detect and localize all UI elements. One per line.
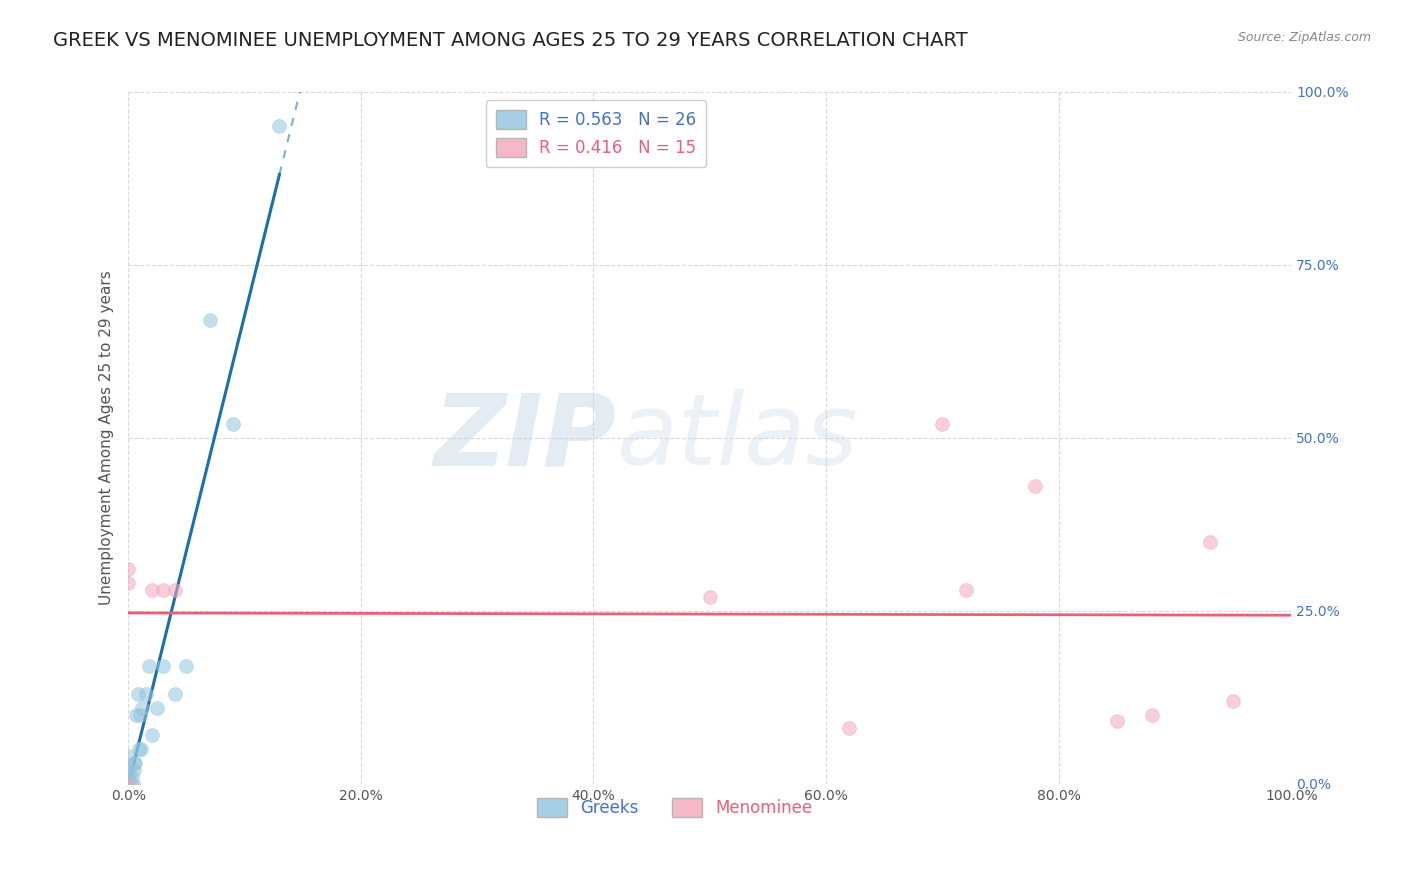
- Point: [117, 777, 139, 791]
- Point: [127, 687, 149, 701]
- Point: [222, 417, 245, 431]
- Point: [117, 777, 139, 791]
- Point: [125, 707, 148, 722]
- Point: [1140, 707, 1163, 722]
- Point: [1024, 479, 1046, 493]
- Point: [117, 576, 139, 591]
- Point: [117, 562, 139, 576]
- Point: [120, 777, 142, 791]
- Point: [117, 770, 139, 784]
- Point: [1199, 534, 1222, 549]
- Point: [141, 582, 163, 597]
- Point: [699, 590, 721, 604]
- Legend: Greeks, Menominee: Greeks, Menominee: [530, 791, 820, 824]
- Point: [152, 659, 174, 673]
- Point: [141, 728, 163, 742]
- Point: [124, 756, 146, 770]
- Point: [1105, 714, 1128, 729]
- Point: [122, 777, 145, 791]
- Point: [146, 700, 169, 714]
- Point: [138, 659, 160, 673]
- Point: [135, 687, 157, 701]
- Text: atlas: atlas: [617, 389, 859, 486]
- Point: [838, 722, 860, 736]
- Text: Source: ZipAtlas.com: Source: ZipAtlas.com: [1237, 31, 1371, 45]
- Point: [176, 659, 198, 673]
- Point: [931, 417, 953, 431]
- Point: [163, 687, 186, 701]
- Point: [122, 756, 145, 770]
- Point: [122, 763, 145, 777]
- Point: [163, 582, 186, 597]
- Point: [152, 582, 174, 597]
- Point: [117, 763, 139, 777]
- Point: [198, 313, 221, 327]
- Y-axis label: Unemployment Among Ages 25 to 29 years: Unemployment Among Ages 25 to 29 years: [100, 270, 114, 605]
- Point: [128, 742, 150, 756]
- Point: [955, 582, 977, 597]
- Point: [128, 707, 150, 722]
- Point: [121, 770, 143, 784]
- Point: [1222, 694, 1244, 708]
- Point: [269, 120, 291, 134]
- Text: ZIP: ZIP: [433, 389, 617, 486]
- Point: [129, 742, 152, 756]
- Point: [117, 749, 139, 764]
- Point: [131, 700, 153, 714]
- Text: GREEK VS MENOMINEE UNEMPLOYMENT AMONG AGES 25 TO 29 YEARS CORRELATION CHART: GREEK VS MENOMINEE UNEMPLOYMENT AMONG AG…: [53, 31, 969, 50]
